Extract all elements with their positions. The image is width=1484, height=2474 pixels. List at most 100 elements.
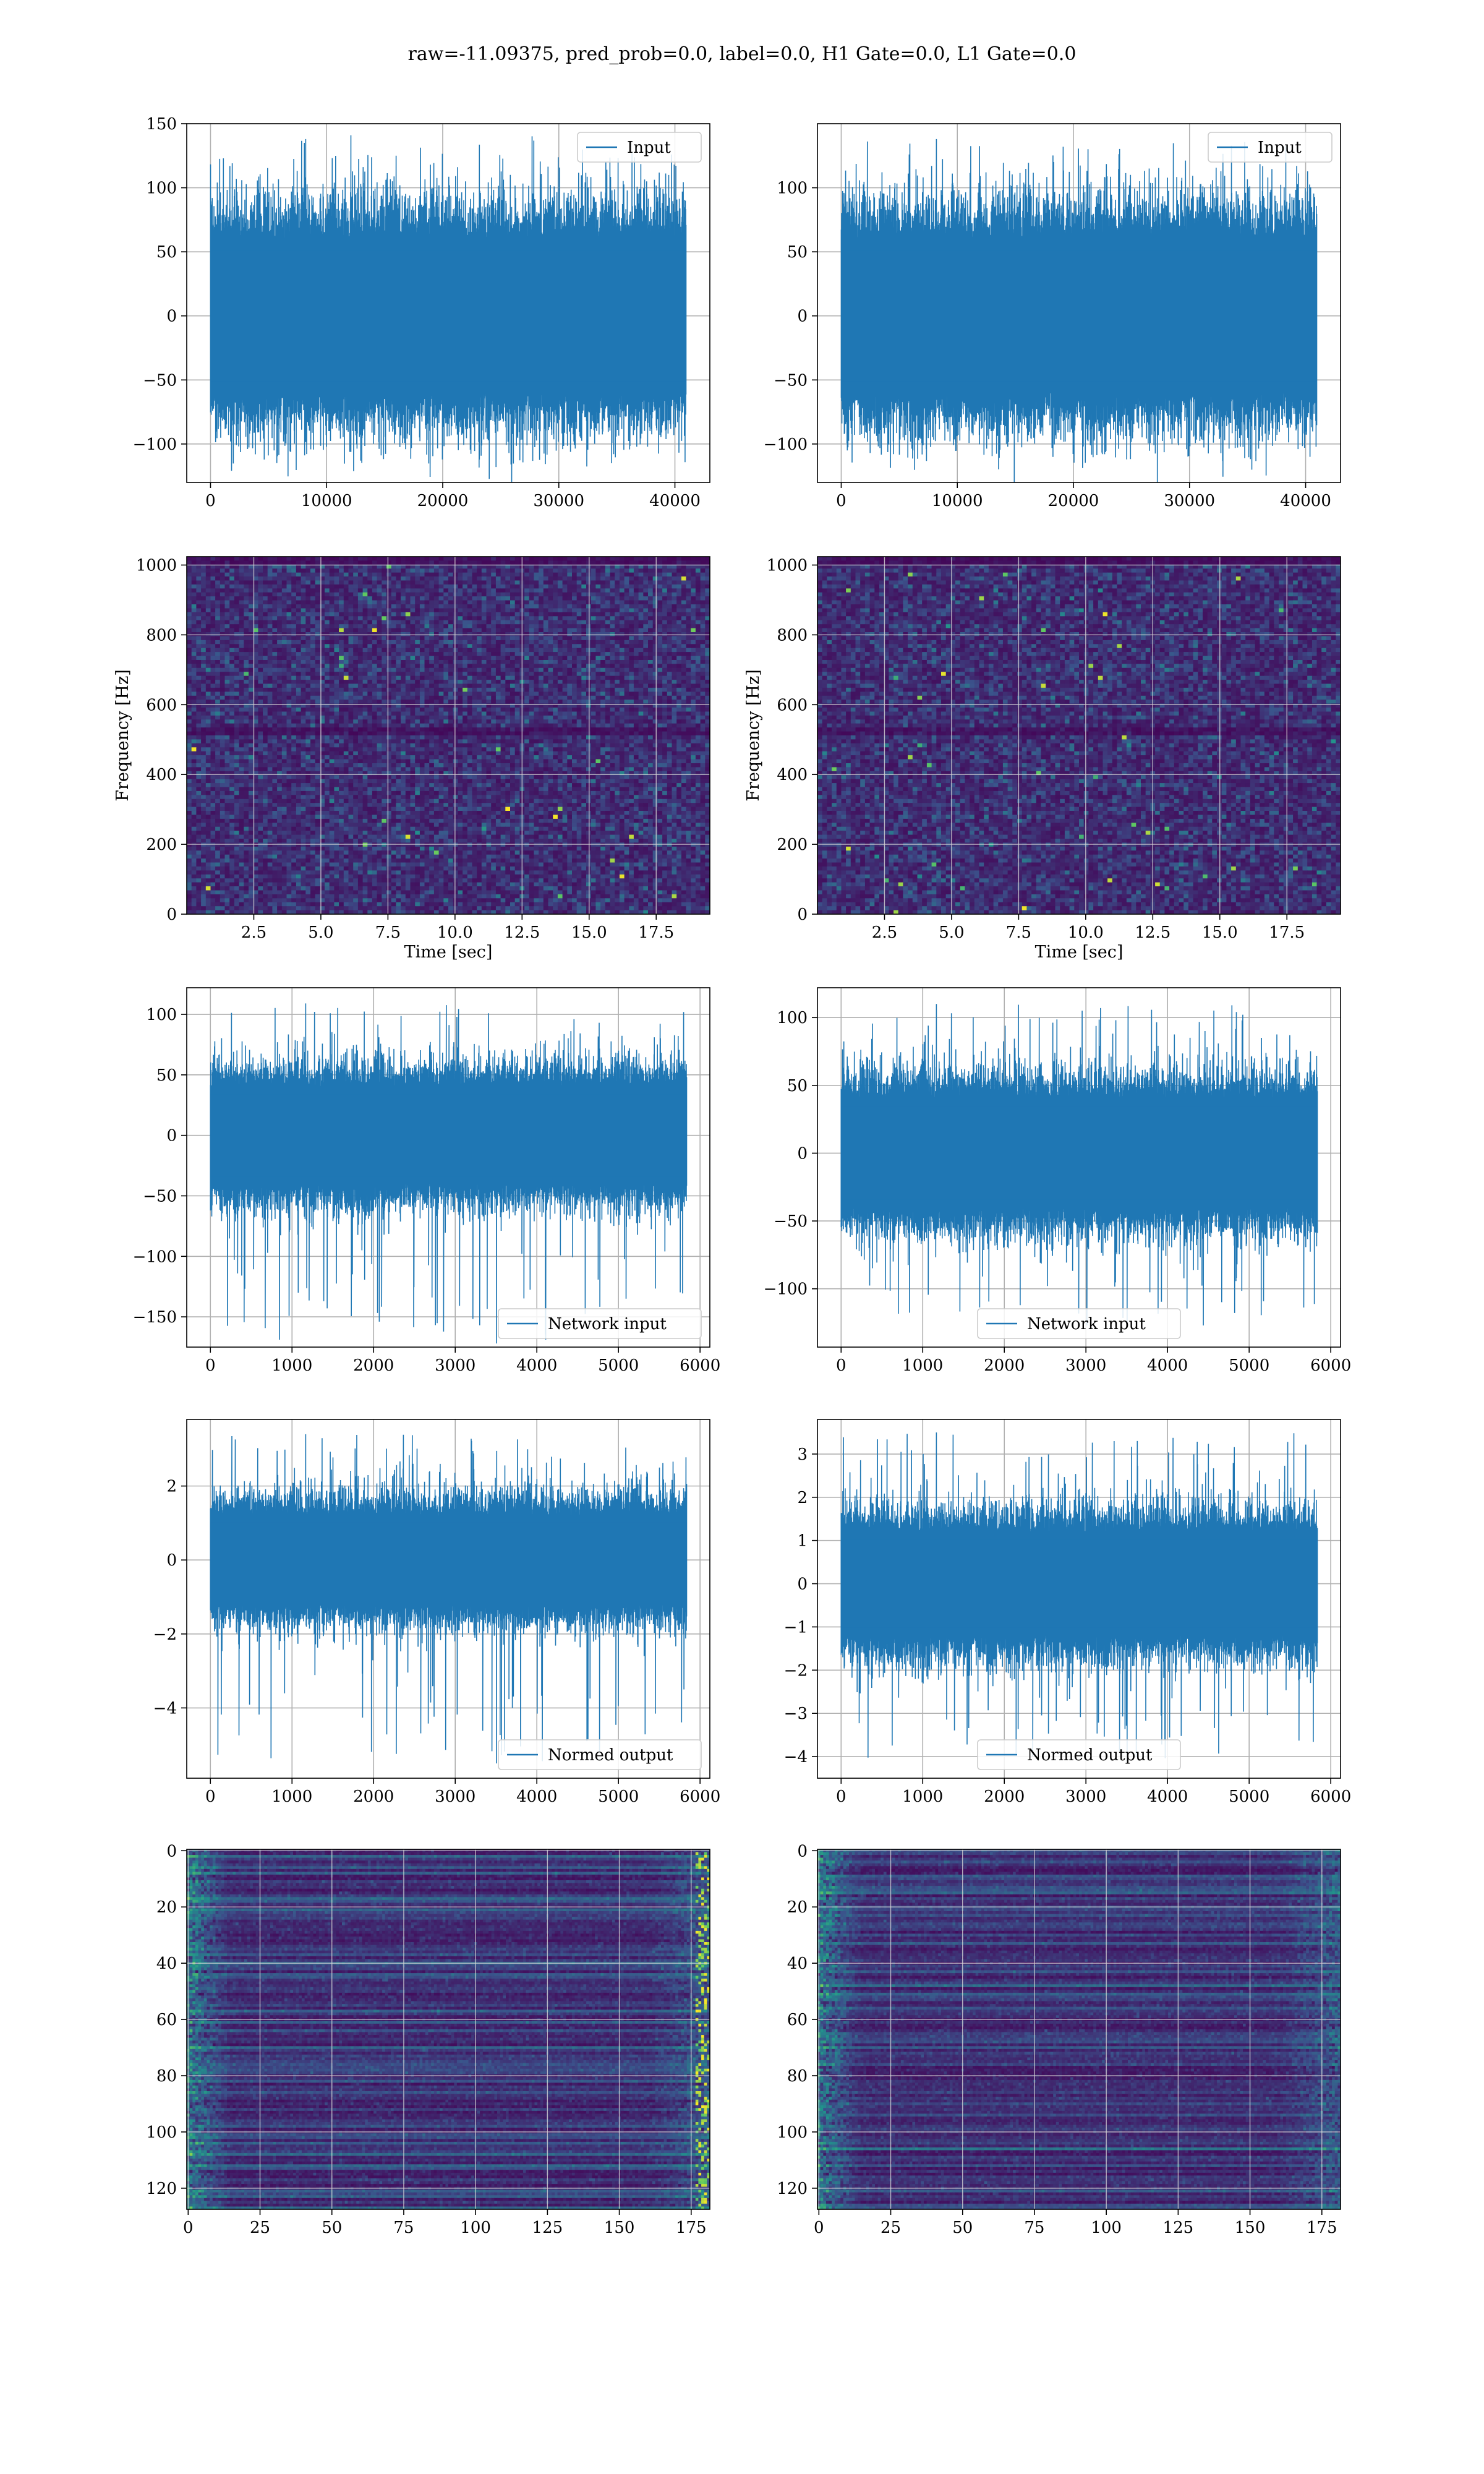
x-tick-label: 5000 xyxy=(598,1356,639,1375)
x-tick-label: 150 xyxy=(604,2219,635,2237)
y-axis-label: Frequency [Hz] xyxy=(744,669,763,801)
x-tick-label: 4000 xyxy=(516,1356,557,1375)
x-tick-label: 2000 xyxy=(353,1356,394,1375)
x-tick-label: 12.5 xyxy=(1135,923,1171,942)
panel-r4c2: 0 1000 2000 3000 4000 5000 6000−4−3−2−10123Nor… xyxy=(784,1419,1352,1806)
y-tick-label: 100 xyxy=(146,179,177,198)
x-tick-label: 0 xyxy=(836,1787,846,1806)
y-tick-label: −1 xyxy=(784,1618,808,1637)
y-tick-label: 0 xyxy=(166,1842,177,1860)
legend: Input xyxy=(1208,132,1332,162)
x-tick-label: 25 xyxy=(250,2219,270,2237)
plot-area xyxy=(817,1849,1341,2210)
x-tick-label: 75 xyxy=(393,2219,414,2237)
x-tick-label: 50 xyxy=(322,2219,342,2237)
y-tick-label: 400 xyxy=(146,766,177,784)
x-tick-label: 1000 xyxy=(902,1787,943,1806)
legend-label: Normed output xyxy=(548,1746,673,1765)
plot-area xyxy=(187,557,710,915)
plot-area xyxy=(817,557,1341,915)
x-tick-label: 0 xyxy=(205,1356,216,1375)
y-tick-label: 200 xyxy=(777,836,808,854)
x-tick-label: 100 xyxy=(1091,2219,1122,2237)
y-tick-label: 80 xyxy=(156,2067,177,2086)
x-tick-label: 100 xyxy=(460,2219,491,2237)
heatmap-cells xyxy=(187,1849,710,2210)
x-tick-label: 0 xyxy=(836,1356,846,1375)
y-tick-label: 60 xyxy=(787,2011,808,2029)
x-tick-label: 4000 xyxy=(516,1787,557,1806)
x-tick-label: 3000 xyxy=(435,1356,475,1375)
y-tick-label: 1000 xyxy=(767,557,808,575)
x-tick-label: 40000 xyxy=(649,492,701,510)
x-tick-label: 175 xyxy=(676,2219,707,2237)
y-tick-label: 40 xyxy=(156,1954,177,1973)
series-band xyxy=(841,1539,1317,1628)
y-tick-label: −50 xyxy=(143,1187,177,1205)
panel-r2c2: 2.5 5.0 7.5 10.0 12.5 15.0 17.5020040060080010… xyxy=(744,557,1341,962)
legend: Normed output xyxy=(498,1740,701,1770)
plot-area xyxy=(817,988,1341,1347)
y-tick-label: 0 xyxy=(166,1551,177,1570)
y-tick-label: −50 xyxy=(774,371,808,390)
y-tick-label: 1 xyxy=(797,1532,808,1551)
x-tick-label: 5000 xyxy=(1229,1787,1269,1806)
plot-area xyxy=(187,1419,710,1778)
legend-label: Network input xyxy=(548,1315,667,1333)
x-tick-label: 6000 xyxy=(1310,1787,1351,1806)
x-tick-label: 50 xyxy=(952,2219,973,2237)
y-tick-label: 120 xyxy=(146,2180,177,2198)
heatmap-cells xyxy=(817,557,1341,915)
panel-r3c1: 0 1000 2000 3000 4000 5000 6000−150−100−500501… xyxy=(133,988,721,1375)
y-tick-label: 100 xyxy=(777,2123,808,2142)
y-tick-label: −4 xyxy=(784,1748,808,1766)
x-tick-label: 30000 xyxy=(533,492,584,510)
x-tick-label: 3000 xyxy=(435,1787,475,1806)
x-tick-label: 10000 xyxy=(301,492,352,510)
legend: Network input xyxy=(498,1309,701,1338)
y-tick-label: 600 xyxy=(146,696,177,714)
x-tick-label: 125 xyxy=(1163,2219,1194,2237)
y-tick-label: 0 xyxy=(797,307,808,326)
y-tick-label: −2 xyxy=(153,1625,177,1644)
x-tick-label: 75 xyxy=(1024,2219,1044,2237)
y-tick-label: 50 xyxy=(787,1077,808,1095)
heatmap-cells xyxy=(817,1849,1341,2210)
x-axis-label: Time [sec] xyxy=(404,943,493,962)
y-tick-label: −100 xyxy=(133,435,177,454)
y-tick-label: 80 xyxy=(787,2067,808,2086)
y-tick-label: 100 xyxy=(777,179,808,198)
heatmap-cells xyxy=(187,557,710,915)
x-tick-label: 3000 xyxy=(1065,1787,1106,1806)
x-tick-label: 175 xyxy=(1307,2219,1337,2237)
series-band xyxy=(210,250,686,381)
y-tick-label: 0 xyxy=(797,1575,808,1594)
y-tick-label: 100 xyxy=(146,2123,177,2142)
series-band xyxy=(210,1094,686,1176)
x-tick-label: 125 xyxy=(532,2219,563,2237)
y-tick-label: −100 xyxy=(133,1248,177,1266)
y-tick-label: 50 xyxy=(156,243,177,262)
panel-r1c1: 0 10000 20000 30000 40000−100−50050100150Inp… xyxy=(133,115,710,510)
y-tick-label: 0 xyxy=(797,1842,808,1860)
x-tick-label: 6000 xyxy=(680,1356,720,1375)
plot-area xyxy=(187,124,710,499)
y-tick-label: 0 xyxy=(797,905,808,924)
x-tick-label: 2000 xyxy=(984,1356,1025,1375)
plot-area xyxy=(817,1419,1341,1778)
legend-label: Normed output xyxy=(1027,1746,1153,1765)
x-tick-label: 5.0 xyxy=(939,923,964,942)
y-tick-label: 20 xyxy=(156,1898,177,1917)
x-tick-label: 4000 xyxy=(1147,1356,1188,1375)
y-tick-label: −50 xyxy=(774,1212,808,1231)
y-tick-label: 100 xyxy=(777,1009,808,1027)
y-tick-label: 800 xyxy=(146,626,177,644)
y-tick-label: 20 xyxy=(787,1898,808,1917)
x-tick-label: 4000 xyxy=(1147,1787,1188,1806)
y-tick-label: 200 xyxy=(146,836,177,854)
x-tick-label: 20000 xyxy=(417,492,469,510)
x-tick-label: 10000 xyxy=(932,492,983,510)
